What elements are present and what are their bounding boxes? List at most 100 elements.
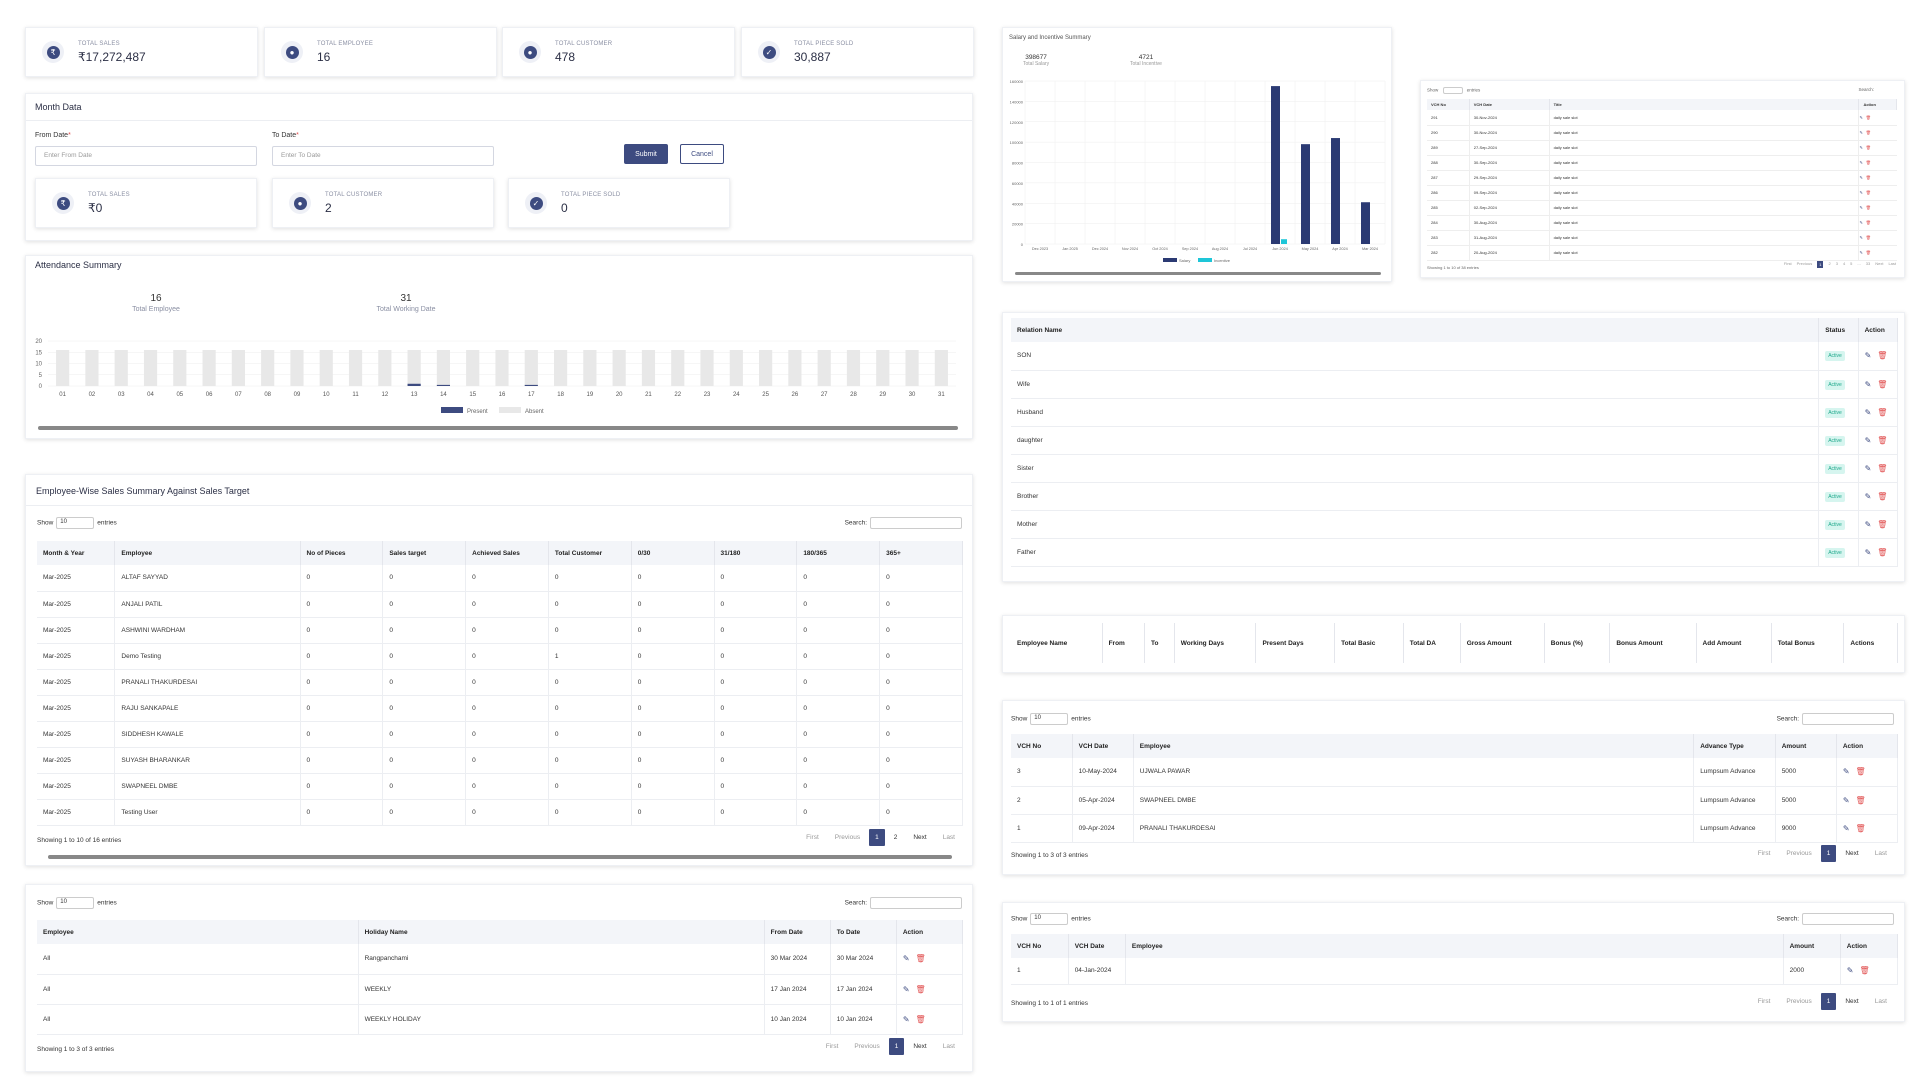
from-date-input[interactable]: Enter From Date: [35, 146, 257, 166]
pagination-previous[interactable]: Previous: [1786, 850, 1812, 857]
column-header[interactable]: Employee: [1125, 934, 1784, 958]
delete-icon[interactable]: 🗑: [1877, 379, 1888, 389]
column-header[interactable]: Employee Name: [1011, 623, 1103, 663]
delete-icon[interactable]: 🗑: [1865, 250, 1871, 255]
edit-icon[interactable]: ✎: [1846, 966, 1854, 976]
delete-icon[interactable]: 🗑: [1865, 190, 1871, 195]
edit-icon[interactable]: ✎: [1842, 767, 1850, 777]
pagination-first[interactable]: First: [806, 834, 819, 841]
edit-icon[interactable]: ✎: [1859, 190, 1863, 195]
column-header[interactable]: Relation Name: [1011, 318, 1820, 342]
edit-icon[interactable]: ✎: [902, 984, 910, 994]
pagination-last[interactable]: Last: [942, 1043, 955, 1050]
column-header[interactable]: Month & Year: [37, 541, 116, 565]
delete-icon[interactable]: 🗑: [1877, 351, 1888, 361]
pagination-1[interactable]: 1: [1820, 845, 1837, 862]
delete-icon[interactable]: 🗑: [1865, 175, 1871, 180]
delete-icon[interactable]: 🗑: [1865, 220, 1871, 225]
column-header[interactable]: Bonus Amount: [1609, 623, 1697, 663]
page-size-select[interactable]: 10: [56, 517, 95, 529]
pagination-item[interactable]: First: [1783, 261, 1792, 266]
column-header[interactable]: Actions: [1843, 623, 1898, 663]
search-input[interactable]: [870, 897, 962, 909]
column-header[interactable]: From: [1102, 623, 1146, 663]
pagination-item[interactable]: 5: [1850, 261, 1853, 266]
column-header[interactable]: VCH No: [1011, 934, 1069, 958]
column-header[interactable]: Action: [896, 920, 964, 944]
pagination-item[interactable]: 33: [1865, 261, 1871, 266]
delete-icon[interactable]: 🗑: [1877, 463, 1888, 473]
pagination-last[interactable]: Last: [1874, 850, 1887, 857]
edit-icon[interactable]: ✎: [902, 1014, 910, 1024]
delete-icon[interactable]: 🗑: [915, 984, 926, 994]
delete-icon[interactable]: 🗑: [1865, 130, 1871, 135]
column-header[interactable]: Amount: [1783, 934, 1841, 958]
pagination-1[interactable]: 1: [1820, 993, 1837, 1010]
edit-icon[interactable]: ✎: [1859, 145, 1863, 150]
pagination-item[interactable]: ...: [1857, 261, 1861, 266]
column-header[interactable]: Title: [1549, 99, 1860, 110]
column-header[interactable]: Add Amount: [1696, 623, 1772, 663]
column-header[interactable]: VCH No: [1427, 99, 1470, 110]
delete-icon[interactable]: 🗑: [915, 1014, 926, 1024]
pagination-next[interactable]: Next: [1845, 850, 1859, 857]
column-header[interactable]: Action: [1836, 734, 1899, 758]
pagination-previous[interactable]: Previous: [854, 1043, 880, 1050]
column-header[interactable]: From Date: [764, 920, 831, 944]
pagination-item[interactable]: 3: [1835, 261, 1838, 266]
column-header[interactable]: Holiday Name: [358, 920, 765, 944]
column-header[interactable]: VCH Date: [1072, 734, 1134, 758]
column-header[interactable]: Present Days: [1255, 623, 1336, 663]
delete-icon[interactable]: 🗑: [1855, 767, 1866, 777]
search-input[interactable]: [870, 517, 962, 529]
pagination-first[interactable]: First: [1757, 998, 1771, 1005]
column-header[interactable]: Total DA: [1403, 623, 1461, 663]
column-header[interactable]: To: [1144, 623, 1175, 663]
column-header[interactable]: Achieved Sales: [465, 541, 549, 565]
pagination-item[interactable]: Previous: [1796, 261, 1813, 266]
column-header[interactable]: 0/30: [631, 541, 715, 565]
column-header[interactable]: Action: [1840, 934, 1899, 958]
edit-icon[interactable]: ✎: [1864, 491, 1872, 501]
delete-icon[interactable]: 🗑: [1877, 491, 1888, 501]
horizontal-scrollbar[interactable]: [1015, 272, 1381, 275]
column-header[interactable]: Amount: [1775, 734, 1837, 758]
column-header[interactable]: 365+: [879, 541, 963, 565]
pagination-first[interactable]: First: [825, 1043, 839, 1050]
cancel-button[interactable]: Cancel: [680, 144, 724, 164]
edit-icon[interactable]: ✎: [1859, 220, 1863, 225]
submit-button[interactable]: Submit: [624, 144, 668, 164]
page-size-select[interactable]: [1442, 87, 1463, 94]
column-header[interactable]: VCH Date: [1469, 99, 1550, 110]
edit-icon[interactable]: ✎: [1859, 114, 1863, 120]
column-header[interactable]: Gross Amount: [1460, 623, 1545, 663]
delete-icon[interactable]: 🗑: [1865, 114, 1871, 120]
delete-icon[interactable]: 🗑: [1865, 145, 1871, 150]
edit-icon[interactable]: ✎: [1842, 795, 1850, 805]
page-size-select[interactable]: 10: [1030, 913, 1069, 925]
page-size-select[interactable]: 10: [1030, 713, 1069, 725]
pagination-previous[interactable]: Previous: [834, 834, 861, 841]
column-header[interactable]: Total Basic: [1334, 623, 1404, 663]
horizontal-scrollbar[interactable]: [38, 426, 958, 430]
pagination-item[interactable]: 2: [1828, 261, 1831, 266]
edit-icon[interactable]: ✎: [1859, 235, 1863, 240]
pagination-next[interactable]: Next: [913, 1043, 927, 1050]
pagination-1[interactable]: 1: [888, 1038, 905, 1055]
pagination-first[interactable]: First: [1757, 850, 1771, 857]
edit-icon[interactable]: ✎: [1864, 435, 1872, 445]
pagination-2[interactable]: 2: [893, 834, 898, 841]
edit-icon[interactable]: ✎: [1859, 130, 1863, 135]
column-header[interactable]: Employee: [114, 541, 301, 565]
column-header[interactable]: Action: [1858, 318, 1899, 342]
horizontal-scrollbar[interactable]: [48, 855, 952, 859]
edit-icon[interactable]: ✎: [1864, 547, 1872, 557]
edit-icon[interactable]: ✎: [1864, 379, 1872, 389]
pagination-previous[interactable]: Previous: [1786, 998, 1812, 1005]
pagination-item[interactable]: 4: [1842, 261, 1846, 266]
delete-icon[interactable]: 🗑: [1865, 235, 1871, 240]
column-header[interactable]: 180/365: [796, 541, 881, 565]
column-header[interactable]: VCH No: [1011, 734, 1073, 758]
column-header[interactable]: Employee: [37, 920, 359, 944]
delete-icon[interactable]: 🗑: [1877, 519, 1888, 529]
